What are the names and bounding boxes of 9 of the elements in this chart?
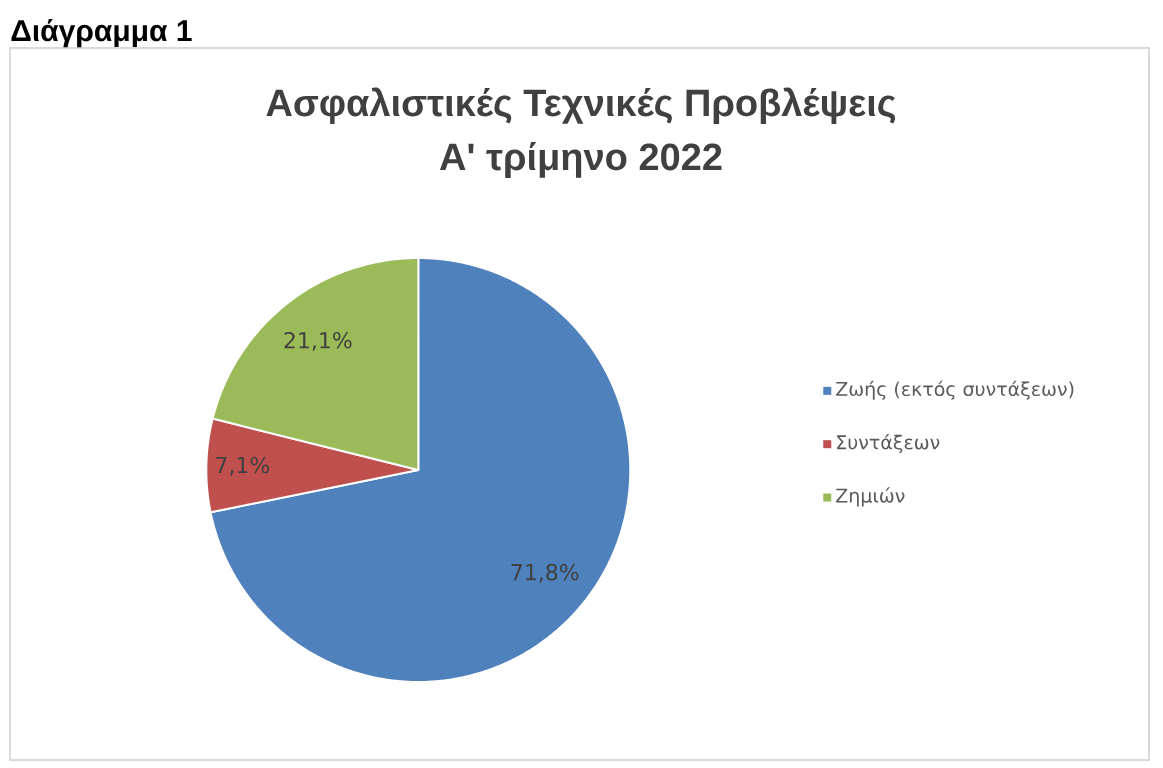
data-label: 7,1%: [216, 456, 270, 476]
legend-label: Συντάξεων: [837, 433, 940, 454]
legend-label: Ζημιών: [836, 487, 905, 507]
chart-subtitle: Α' τρίμηνο 2022: [439, 142, 722, 178]
chart-title: Ασφαλιστικές Τεχνικές Προβλέψεις: [266, 87, 896, 124]
data-label: 71,8%: [511, 563, 579, 583]
text: Διάγραμμα 1: [11, 18, 192, 48]
legend-label: Ζωής (εκτός συντάξεων): [836, 380, 1074, 400]
data-label: 21,1%: [284, 331, 352, 351]
